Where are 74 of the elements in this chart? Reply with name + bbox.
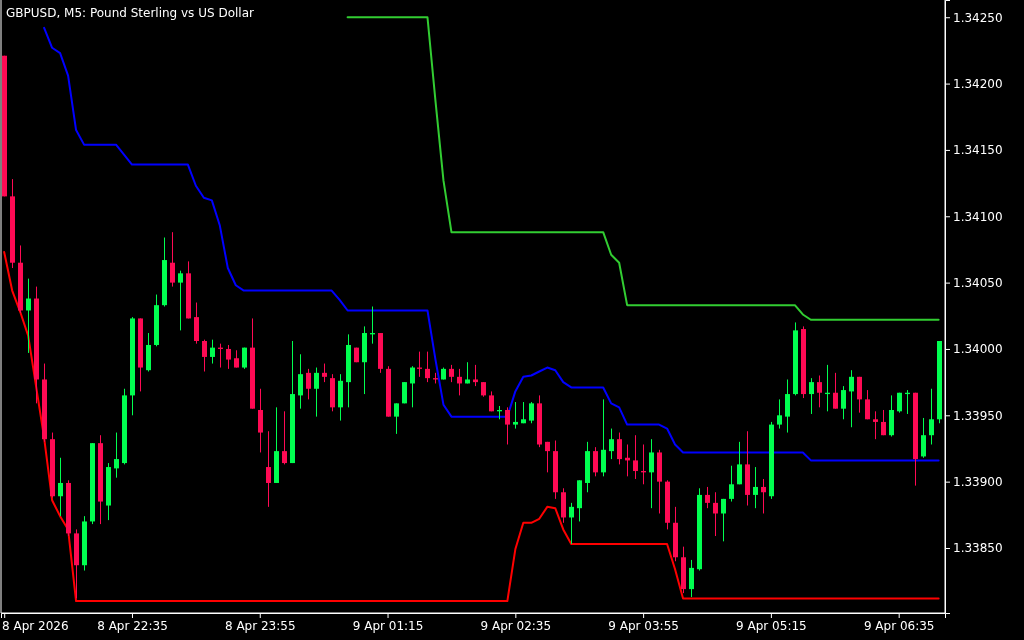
candlestick [513,401,518,430]
candlestick [258,388,263,453]
y-tick-label: 1.34250 [953,10,1003,25]
candlestick [881,409,886,436]
candlestick [266,430,271,508]
candlestick [314,367,319,418]
candlestick [114,432,119,479]
candlestick [729,465,734,503]
x-tick-label: 8 Apr 23:55 [224,618,296,633]
candlestick [601,398,606,477]
candlestick [713,491,718,537]
candlestick [865,389,870,420]
candlestick [761,478,766,514]
candlestick [226,344,231,370]
candlestick [817,375,822,408]
candlestick [178,270,183,331]
y-tick-label: 1.33950 [953,408,1003,423]
candlestick [929,388,934,445]
y-tick-label: 1.34150 [953,143,1003,158]
candlestick [26,278,31,354]
x-tick-label: 9 Apr 02:35 [480,618,552,633]
candlestick [849,369,854,428]
y-tick-label: 1.33900 [953,474,1003,489]
candlestick [569,502,574,545]
candlestick [505,406,510,445]
x-tick-label: 9 Apr 03:55 [608,618,679,633]
candlestick [425,351,430,383]
candlestick [857,376,862,414]
candlestick [58,457,63,517]
candlestick [785,378,790,434]
candlestick [705,486,710,509]
x-tick-label: 9 Apr 05:15 [736,618,807,633]
candlestick [202,339,207,373]
candlestick [194,302,199,345]
candlestick [833,372,838,410]
line-series [43,26,940,462]
candlestick [545,441,550,473]
x-tick-label: 8 Apr 22:35 [97,618,168,633]
candlestick [809,377,814,415]
candlestick [609,428,614,460]
candlestick [689,559,694,598]
y-tick-label: 1.34100 [953,209,1003,224]
candlestick [873,410,878,440]
candlestick [777,398,782,430]
candlestick [649,438,654,509]
candlestick [473,364,478,387]
candlestick [410,365,415,408]
candlestick [170,231,175,288]
y-tick-label: 1.34200 [953,76,1003,91]
candlestick [306,368,311,400]
candlestick [394,402,399,435]
candlestick [841,385,846,420]
candlestick [457,368,462,396]
y-tick-label: 1.33850 [953,541,1003,556]
text: GBPUSD, M5: Pound Sterling vs US Dollar [6,6,255,20]
x-tick-label: 9 Apr 01:15 [352,618,424,633]
candlestick [721,498,726,542]
y-tick-label: 1.34050 [953,275,1003,290]
line-series [346,16,940,321]
candlestick [529,401,534,424]
x-tick-label: 8 Apr 2026 [2,618,69,633]
candlestick [282,410,287,465]
candlestick [298,353,303,410]
line-series [3,251,940,603]
candlestick [617,432,622,465]
candlestick [921,417,926,459]
candlestick [633,434,638,480]
candlestick [322,363,327,383]
candlestick [753,466,758,509]
x-tick-label: 9 Apr 06:35 [863,618,935,633]
candlestick [593,446,598,477]
candlestick [210,339,215,365]
y-tick-label: 1.34000 [953,342,1003,357]
candlestick [737,441,742,485]
